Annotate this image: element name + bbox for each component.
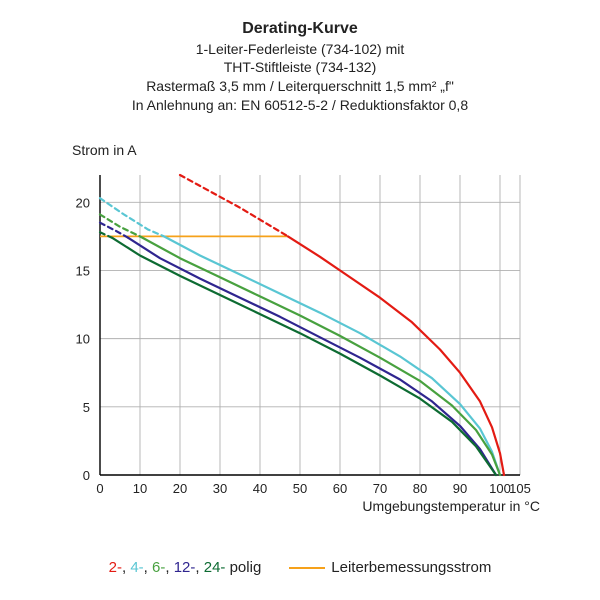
legend-pole-2: 2- — [109, 559, 122, 576]
svg-text:10: 10 — [76, 332, 90, 347]
legend-rated-swatch — [289, 567, 325, 569]
legend-rated-label: Leiterbemessungsstrom — [331, 559, 491, 576]
legend-pole-4: 4- — [130, 559, 143, 576]
header-line-4: In Anlehnung an: EN 60512-5-2 / Reduktio… — [0, 96, 600, 115]
svg-text:30: 30 — [213, 481, 227, 496]
svg-text:50: 50 — [293, 481, 307, 496]
header-line-2: THT-Stiftleiste (734-132) — [0, 58, 600, 77]
svg-text:40: 40 — [253, 481, 267, 496]
svg-text:5: 5 — [83, 400, 90, 415]
svg-text:10: 10 — [133, 481, 147, 496]
svg-text:105: 105 — [509, 481, 531, 496]
x-axis-label: Umgebungstemperatur in °C — [362, 498, 540, 514]
legend-poles: 2-, 4-, 6-, 12-, 24- polig — [109, 559, 262, 576]
derating-chart: 0 10 20 30 40 50 60 70 80 90 100105 0 5 10 15 20 — [60, 165, 540, 515]
legend: 2-, 4-, 6-, 12-, 24- polig Leiterbemessu… — [0, 559, 600, 576]
svg-text:90: 90 — [453, 481, 467, 496]
header-line-3: Rastermaß 3,5 mm / Leiterquerschnitt 1,5… — [0, 77, 600, 96]
svg-text:60: 60 — [333, 481, 347, 496]
legend-pole-12: 12- — [174, 559, 196, 576]
svg-text:20: 20 — [173, 481, 187, 496]
svg-text:20: 20 — [76, 195, 90, 210]
chart-title: Derating-Kurve — [0, 18, 600, 40]
legend-pole-6: 6- — [152, 559, 165, 576]
legend-rated: Leiterbemessungsstrom — [289, 559, 491, 576]
svg-text:0: 0 — [83, 468, 90, 483]
y-axis-label: Strom in A — [72, 142, 137, 158]
legend-pole-24: 24- — [204, 559, 226, 576]
chart-area: 0 10 20 30 40 50 60 70 80 90 100105 0 5 10 15 20 — [60, 165, 540, 515]
svg-text:80: 80 — [413, 481, 427, 496]
svg-text:0: 0 — [96, 481, 103, 496]
svg-text:100: 100 — [489, 481, 511, 496]
header-line-1: 1-Leiter-Federleiste (734-102) mit — [0, 40, 600, 59]
svg-text:70: 70 — [373, 481, 387, 496]
svg-text:15: 15 — [76, 263, 90, 278]
chart-header: Derating-Kurve 1-Leiter-Federleiste (734… — [0, 0, 600, 115]
